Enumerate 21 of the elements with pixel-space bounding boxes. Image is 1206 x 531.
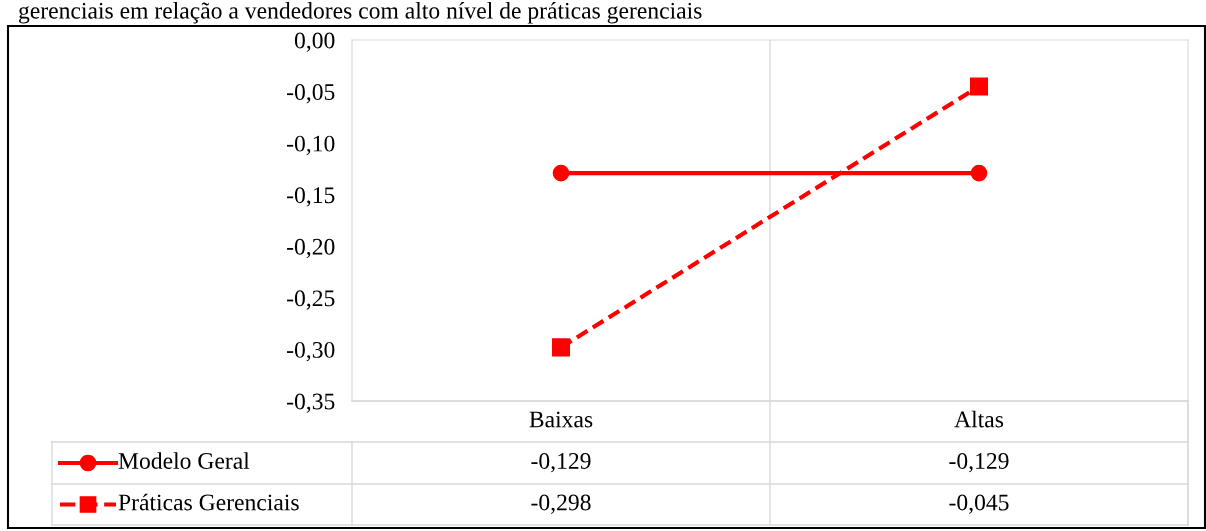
point [969, 77, 989, 96]
y-tick-label: -0,10 [287, 135, 335, 155]
legend-label: Práticas Gerenciais [118, 493, 299, 511]
y-tick-label: -0,05 [287, 84, 335, 104]
data-label: -0,045 [949, 494, 1009, 514]
y-tick-label: -0,15 [287, 187, 335, 207]
y-tick-label: -0,25 [287, 290, 335, 310]
y-tick-label: -0,30 [287, 341, 335, 362]
data-label: -0,298 [531, 494, 591, 514]
x-tick-label: Baixas [529, 411, 593, 428]
point [970, 164, 988, 182]
chart-title: gerenciais em relação a vendedores com alto nível de práticas gerenciais [19, 2, 702, 24]
x-tick-label: Altas [954, 410, 1004, 428]
legend-label: Modelo Geral [118, 452, 250, 469]
data-label: -0,129 [531, 452, 591, 473]
y-tick-label: 0,00 [294, 32, 335, 52]
point [552, 164, 570, 182]
y-tick-label: -0,35 [287, 393, 335, 413]
point [551, 338, 571, 357]
data-label: -0,129 [949, 452, 1009, 473]
y-tick-label: -0,20 [287, 238, 335, 259]
